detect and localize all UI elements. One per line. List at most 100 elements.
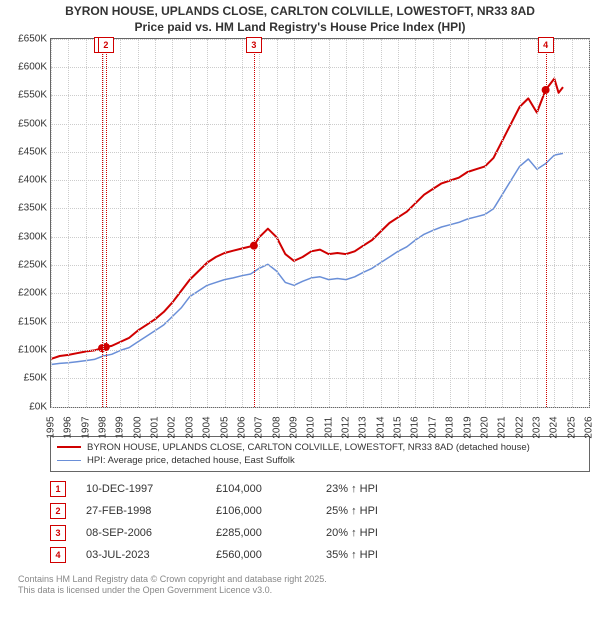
row-date: 10-DEC-1997 [86,483,216,495]
gridline-h [51,180,589,181]
gridline-h [51,237,589,238]
y-axis-label: £550K [3,90,47,101]
y-axis-label: £200K [3,288,47,299]
x-axis-label: 2008 [271,416,282,438]
x-axis-label: 2004 [202,416,213,438]
legend-item-hpi: HPI: Average price, detached house, East… [57,454,583,467]
legend-swatch-hpi [57,460,81,461]
x-axis-label: 2006 [236,416,247,438]
y-axis-label: £150K [3,316,47,327]
gridline-h [51,350,589,351]
gridline-h [51,95,589,96]
sales-table: 110-DEC-1997£104,00023% ↑ HPI227-FEB-199… [50,478,590,566]
gridline-h [51,208,589,209]
legend-swatch-paid [57,446,81,448]
gridline-v [190,39,191,407]
row-index-box: 2 [50,503,66,519]
gridline-v [172,39,173,407]
gridline-v [537,39,538,407]
x-axis-label: 2023 [531,416,542,438]
footer-attribution: Contains HM Land Registry data © Crown c… [18,574,590,597]
table-row: 403-JUL-2023£560,00035% ↑ HPI [50,544,590,566]
x-axis-label: 1999 [115,416,126,438]
table-row: 110-DEC-1997£104,00023% ↑ HPI [50,478,590,500]
x-axis-label: 2007 [254,416,265,438]
y-axis-label: £650K [3,33,47,44]
row-index-box: 3 [50,525,66,541]
y-axis-label: £0K [3,401,47,412]
row-index-box: 1 [50,481,66,497]
x-axis-label: 2003 [184,416,195,438]
row-hpi: 35% ↑ HPI [326,549,436,561]
x-axis-label: 2011 [323,416,334,438]
y-axis-label: £600K [3,61,47,72]
chart-title-line2: Price paid vs. HM Land Registry's House … [0,20,600,38]
series-line-hpi [51,153,563,364]
y-axis-label: £400K [3,175,47,186]
gridline-v [363,39,364,407]
marker-line [106,39,107,407]
row-date: 08-SEP-2006 [86,527,216,539]
gridline-h [51,67,589,68]
x-axis-label: 2013 [358,416,369,438]
chart-title-line1: BYRON HOUSE, UPLANDS CLOSE, CARLTON COLV… [0,0,600,20]
x-axis-label: 2022 [514,416,525,438]
marker-flag: 2 [98,37,114,53]
gridline-v [225,39,226,407]
footer-line1: Contains HM Land Registry data © Crown c… [18,574,590,586]
gridline-v [346,39,347,407]
row-price: £106,000 [216,505,326,517]
table-row: 308-SEP-2006£285,00020% ↑ HPI [50,522,590,544]
x-axis-label: 2017 [427,416,438,438]
gridline-v [502,39,503,407]
footer-line2: This data is licensed under the Open Gov… [18,585,590,597]
row-hpi: 25% ↑ HPI [326,505,436,517]
x-axis-label: 2015 [393,416,404,438]
x-axis-label: 1996 [63,416,74,438]
gridline-v [138,39,139,407]
y-axis-label: £100K [3,344,47,355]
row-price: £560,000 [216,549,326,561]
x-axis-label: 2024 [549,416,560,438]
gridline-v [259,39,260,407]
x-axis-label: 2012 [341,416,352,438]
row-hpi: 20% ↑ HPI [326,527,436,539]
x-axis-label: 2021 [497,416,508,438]
gridline-h [51,152,589,153]
x-axis-label: 1997 [80,416,91,438]
x-axis-label: 1998 [98,416,109,438]
marker-line [102,39,103,407]
gridline-v [294,39,295,407]
row-date: 03-JUL-2023 [86,549,216,561]
gridline-v [311,39,312,407]
gridline-h [51,322,589,323]
y-axis-label: £250K [3,260,47,271]
gridline-h [51,265,589,266]
gridline-v [120,39,121,407]
x-axis-label: 2026 [584,416,595,438]
x-axis-label: 2005 [219,416,230,438]
row-date: 27-FEB-1998 [86,505,216,517]
x-axis-label: 2014 [375,416,386,438]
legend-item-paid: BYRON HOUSE, UPLANDS CLOSE, CARLTON COLV… [57,441,583,454]
gridline-v [68,39,69,407]
gridline-v [450,39,451,407]
gridline-h [51,378,589,379]
gridline-v [277,39,278,407]
x-axis-label: 2010 [306,416,317,438]
marker-flag: 4 [538,37,554,53]
gridline-v [51,39,52,407]
row-price: £104,000 [216,483,326,495]
gridline-v [103,39,104,407]
x-axis-label: 2009 [288,416,299,438]
series-line-paid [51,78,563,358]
y-axis-label: £500K [3,118,47,129]
gridline-v [329,39,330,407]
chart-plot-area: £0K£50K£100K£150K£200K£250K£300K£350K£40… [50,38,590,408]
marker-flag: 3 [246,37,262,53]
gridline-v [415,39,416,407]
x-axis-label: 2001 [150,416,161,438]
x-axis-label: 2019 [462,416,473,438]
gridline-v [242,39,243,407]
gridline-v [589,39,590,407]
